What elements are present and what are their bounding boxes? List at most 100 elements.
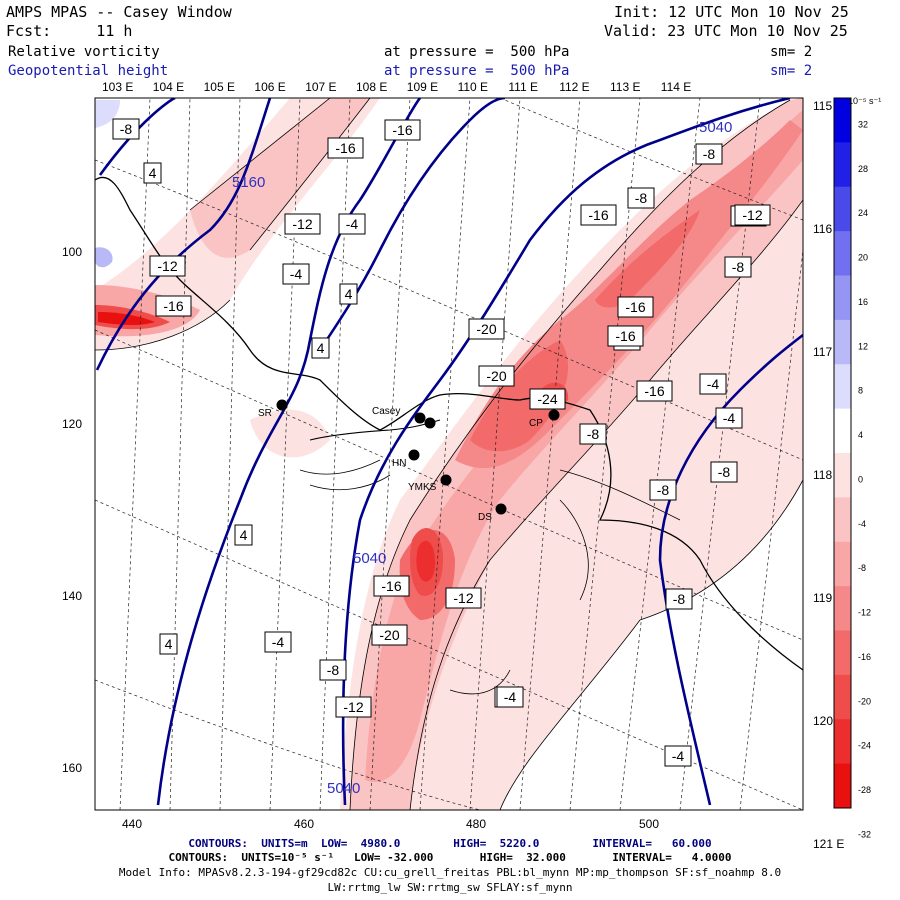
svg-text:-20: -20 bbox=[476, 321, 496, 337]
colorbar-label: -28 bbox=[858, 785, 871, 795]
svg-text:-4: -4 bbox=[290, 266, 303, 282]
svg-text:YMKS: YMKS bbox=[408, 482, 437, 493]
valid-time: Valid: 23 UTC Mon 10 Nov 25 bbox=[604, 22, 848, 40]
colorbar-band bbox=[834, 408, 851, 454]
vorticity-label: -20 bbox=[371, 624, 408, 646]
station-markers: Casey SR HN YMKS DS CP bbox=[258, 399, 560, 523]
vorticity-label: -8 bbox=[319, 659, 347, 681]
svg-text:-16: -16 bbox=[381, 578, 401, 594]
field2-name: Geopotential height bbox=[8, 63, 169, 79]
vorticity-label: -20 bbox=[468, 318, 505, 340]
svg-text:-20: -20 bbox=[486, 368, 506, 384]
station-ymks: YMKS bbox=[408, 474, 452, 493]
top-lon-label: 111 E bbox=[508, 80, 538, 94]
y-tick-120: 120 bbox=[62, 417, 82, 431]
vorticity-label: 4 bbox=[234, 524, 253, 546]
vorticity-label: -12 bbox=[335, 696, 372, 718]
top-lon-label: 108 E bbox=[356, 80, 387, 94]
svg-text:-12: -12 bbox=[453, 590, 473, 606]
station-casey: Casey bbox=[372, 406, 426, 424]
vorticity-label: 4 bbox=[311, 337, 330, 359]
svg-text:HN: HN bbox=[392, 458, 406, 469]
svg-text:-4: -4 bbox=[723, 410, 736, 426]
vorticity-label: -8 bbox=[579, 423, 607, 445]
vorticity-label: -8 bbox=[724, 256, 752, 278]
colorbar-band bbox=[834, 142, 851, 188]
colorbar-label: -12 bbox=[858, 608, 871, 618]
top-lon-label: 113 E bbox=[610, 80, 640, 94]
station-sr: SR bbox=[258, 399, 288, 419]
colorbar-label: 4 bbox=[858, 430, 863, 440]
colorbar-label: 8 bbox=[858, 386, 863, 396]
height-label-5040-b: 5040 bbox=[353, 550, 386, 567]
colorbar-label: -8 bbox=[858, 563, 866, 573]
vorticity-label: 4 bbox=[143, 162, 162, 184]
height-label-5040-c: 5040 bbox=[327, 780, 360, 797]
svg-text:-8: -8 bbox=[732, 259, 745, 275]
colorbar: 32 28 24 20 16 12 8 4 0 -4 -8 -12 -16 -20 -24 -28 -32 bbox=[833, 97, 871, 839]
colorbar-label: -4 bbox=[858, 519, 866, 529]
vorticity-labels: -8 4 -16 -16 -16 -12 -4 -12 -4 -8 -12 -8 -16 -8 4 -16 4 -… bbox=[112, 118, 771, 767]
vorticity-label: -4 bbox=[282, 263, 310, 285]
field1-smoothing: sm= 2 bbox=[770, 44, 813, 60]
top-lon-label: 105 E bbox=[204, 80, 235, 94]
svg-text:-8: -8 bbox=[718, 464, 731, 480]
colorbar-band bbox=[834, 719, 851, 765]
vorticity-label: -4 bbox=[338, 213, 366, 235]
plot-title: AMPS MPAS -- Casey Window bbox=[6, 3, 232, 21]
x-tick-460: 460 bbox=[294, 817, 314, 831]
height-label-5040-a: 5040 bbox=[699, 119, 732, 136]
svg-text:-8: -8 bbox=[587, 426, 600, 442]
svg-text:-16: -16 bbox=[625, 299, 645, 315]
svg-text:-12: -12 bbox=[343, 699, 363, 715]
vorticity-label: -8 bbox=[112, 118, 140, 140]
svg-text:CP: CP bbox=[529, 418, 543, 429]
svg-text:Casey: Casey bbox=[372, 406, 400, 417]
vorticity-label: 4 bbox=[339, 283, 358, 305]
vorticity-label: -16 bbox=[155, 295, 192, 317]
right-lon-label: 121 E bbox=[813, 837, 844, 851]
vorticity-label: 4 bbox=[159, 633, 178, 655]
x-tick-440: 440 bbox=[122, 817, 142, 831]
colorbar-band bbox=[834, 541, 851, 587]
y-tick-100: 100 bbox=[62, 245, 82, 259]
svg-text:4: 4 bbox=[149, 165, 157, 181]
svg-text:-8: -8 bbox=[673, 591, 686, 607]
init-time: Init: 12 UTC Mon 10 Nov 25 bbox=[614, 3, 849, 21]
colorbar-label: -24 bbox=[858, 741, 871, 751]
svg-text:-4: -4 bbox=[346, 216, 359, 232]
colorbar-band bbox=[834, 497, 851, 543]
colorbar-band bbox=[834, 275, 851, 321]
vorticity-label: -8 bbox=[695, 143, 723, 165]
top-lon-label: 109 E bbox=[407, 80, 438, 94]
vorticity-label: -12 bbox=[149, 255, 186, 277]
colorbar-band bbox=[834, 364, 851, 410]
svg-text:4: 4 bbox=[240, 527, 248, 543]
colorbar-band bbox=[834, 763, 851, 809]
vorticity-label: -4 bbox=[496, 686, 524, 708]
vorticity-contours bbox=[95, 98, 803, 810]
footer-model-info: Model Info: MPASv8.2.3-194-gf29cd82c CU:… bbox=[118, 866, 782, 879]
colorbar-label: 24 bbox=[858, 208, 868, 218]
vorticity-label: -4 bbox=[699, 373, 727, 395]
svg-text:SR: SR bbox=[258, 408, 272, 419]
colorbar-band bbox=[834, 453, 851, 498]
coastline bbox=[95, 176, 803, 671]
colorbar-label: 20 bbox=[858, 253, 868, 263]
svg-text:DS: DS bbox=[478, 512, 492, 523]
svg-text:-4: -4 bbox=[272, 634, 285, 650]
station-casey-2 bbox=[424, 417, 436, 429]
vorticity-label: -16 bbox=[384, 119, 421, 141]
colorbar-label: 32 bbox=[858, 119, 868, 129]
colorbar-label: 0 bbox=[858, 474, 863, 484]
y-tick-140: 140 bbox=[62, 589, 82, 603]
svg-text:-8: -8 bbox=[703, 146, 716, 162]
colorbar-unit: 10⁻⁵ s⁻¹ bbox=[848, 96, 881, 106]
svg-text:-16: -16 bbox=[335, 140, 355, 156]
field2-level: at pressure = 500 hPa bbox=[384, 63, 570, 79]
top-lon-label: 104 E bbox=[153, 80, 184, 94]
field1-level: at pressure = 500 hPa bbox=[384, 44, 570, 60]
colorbar-label: 16 bbox=[858, 297, 868, 307]
colorbar-band bbox=[834, 674, 851, 720]
